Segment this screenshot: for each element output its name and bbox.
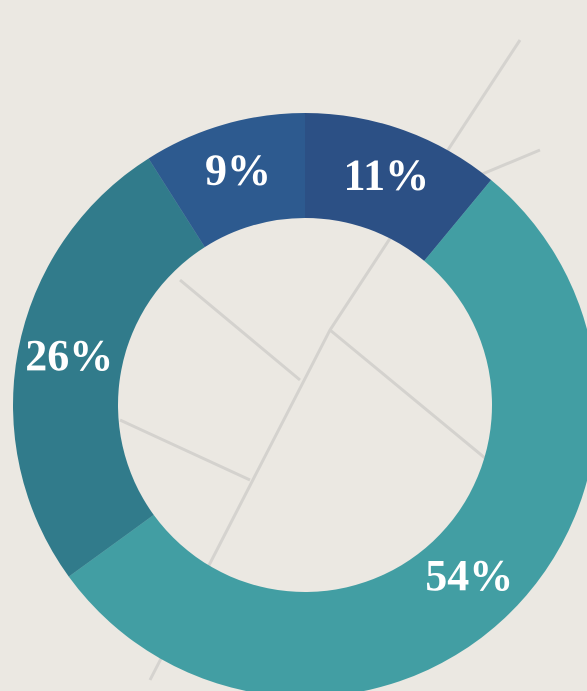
donut-segment: [148, 113, 305, 248]
data-label: 9%: [205, 146, 271, 195]
donut-segment: [305, 113, 492, 261]
donut-segment: [12, 158, 205, 577]
data-label: 11%: [344, 150, 430, 199]
data-label: 26%: [25, 331, 113, 380]
data-label: 54%: [425, 551, 513, 600]
donut-segment: [68, 180, 587, 691]
